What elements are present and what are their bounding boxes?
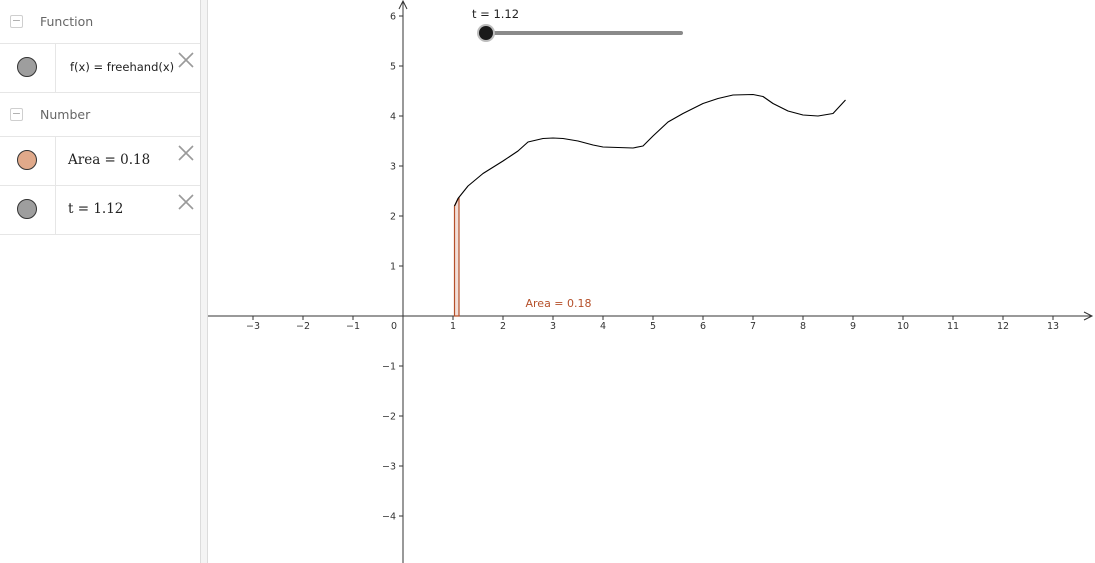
x-tick-label: 5 xyxy=(650,321,656,332)
algebra-row-text[interactable]: Area = 0.18 xyxy=(68,152,151,168)
collapse-icon[interactable]: − xyxy=(10,107,23,121)
algebra-panel: − Function f(x) = freehand(x) − Number A… xyxy=(0,0,200,563)
algebra-row-text[interactable]: t = 1.12 xyxy=(68,201,124,217)
area-region xyxy=(453,196,460,317)
x-tick-label: 3 xyxy=(550,321,556,332)
delete-icon[interactable] xyxy=(177,193,195,211)
y-tick-label: 6 xyxy=(390,12,396,23)
x-tick-label: 11 xyxy=(947,321,959,332)
y-tick-label: 5 xyxy=(390,62,396,73)
group-header-number[interactable]: − Number xyxy=(0,93,200,137)
x-axis-arrow xyxy=(1083,311,1094,321)
slider-knob[interactable] xyxy=(479,26,493,40)
y-tick-label: 3 xyxy=(390,162,396,173)
y-tick-label: 2 xyxy=(390,212,396,223)
visibility-toggle-cell[interactable] xyxy=(0,186,56,234)
x-tick-label: 4 xyxy=(600,321,606,332)
x-tick-label: −3 xyxy=(246,321,260,332)
x-tick-label: 8 xyxy=(800,321,806,332)
slider-label: t = 1.12 xyxy=(472,7,520,21)
visibility-toggle-cell[interactable] xyxy=(0,44,56,92)
area-label: Area = 0.18 xyxy=(526,297,592,310)
y-tick-label: −2 xyxy=(382,412,396,423)
x-tick-label: 1 xyxy=(450,321,456,332)
x-tick-label: 7 xyxy=(750,321,756,332)
group-label-function: Function xyxy=(40,14,94,29)
algebra-row-text[interactable]: f(x) = freehand(x) xyxy=(70,60,175,74)
visibility-toggle-cell[interactable] xyxy=(0,137,56,185)
y-tick-label: 1 xyxy=(390,262,396,273)
algebra-row-function-f[interactable]: f(x) = freehand(x) xyxy=(0,44,200,93)
x-tick-label: 2 xyxy=(500,321,506,332)
algebra-row-t[interactable]: t = 1.12 xyxy=(0,186,200,235)
x-tick-label: 9 xyxy=(850,321,856,332)
panel-divider[interactable] xyxy=(200,0,208,563)
group-label-number: Number xyxy=(40,107,91,122)
x-tick-label: 10 xyxy=(897,321,909,332)
delete-icon[interactable] xyxy=(177,51,195,69)
algebra-row-area[interactable]: Area = 0.18 xyxy=(0,137,200,186)
x-tick-label: 13 xyxy=(1047,321,1059,332)
visibility-marble-icon[interactable] xyxy=(17,199,37,219)
x-tick-label: 0 xyxy=(391,321,397,332)
delete-icon[interactable] xyxy=(177,144,195,162)
x-tick-label: 12 xyxy=(997,321,1009,332)
y-tick-label: −1 xyxy=(382,362,396,373)
y-axis-arrow xyxy=(398,0,408,10)
y-tick-label: 4 xyxy=(390,112,396,123)
visibility-marble-icon[interactable] xyxy=(17,57,37,77)
group-header-function[interactable]: − Function xyxy=(0,0,200,44)
function-curve-f xyxy=(454,93,846,207)
y-tick-label: −4 xyxy=(382,512,396,523)
collapse-icon[interactable]: − xyxy=(10,14,23,28)
x-tick-label: −2 xyxy=(296,321,310,332)
graphics-view[interactable]: −3 −2 −1 0 1 2 3 4 5 6 7 8 9 10 11 12 13−4−3−2−1123456Ar… xyxy=(208,0,1095,563)
slider-track[interactable] xyxy=(483,31,683,35)
x-tick-label: 6 xyxy=(700,321,706,332)
x-tick-label: −1 xyxy=(346,321,360,332)
visibility-marble-icon[interactable] xyxy=(17,150,37,170)
y-tick-label: −3 xyxy=(382,462,396,473)
